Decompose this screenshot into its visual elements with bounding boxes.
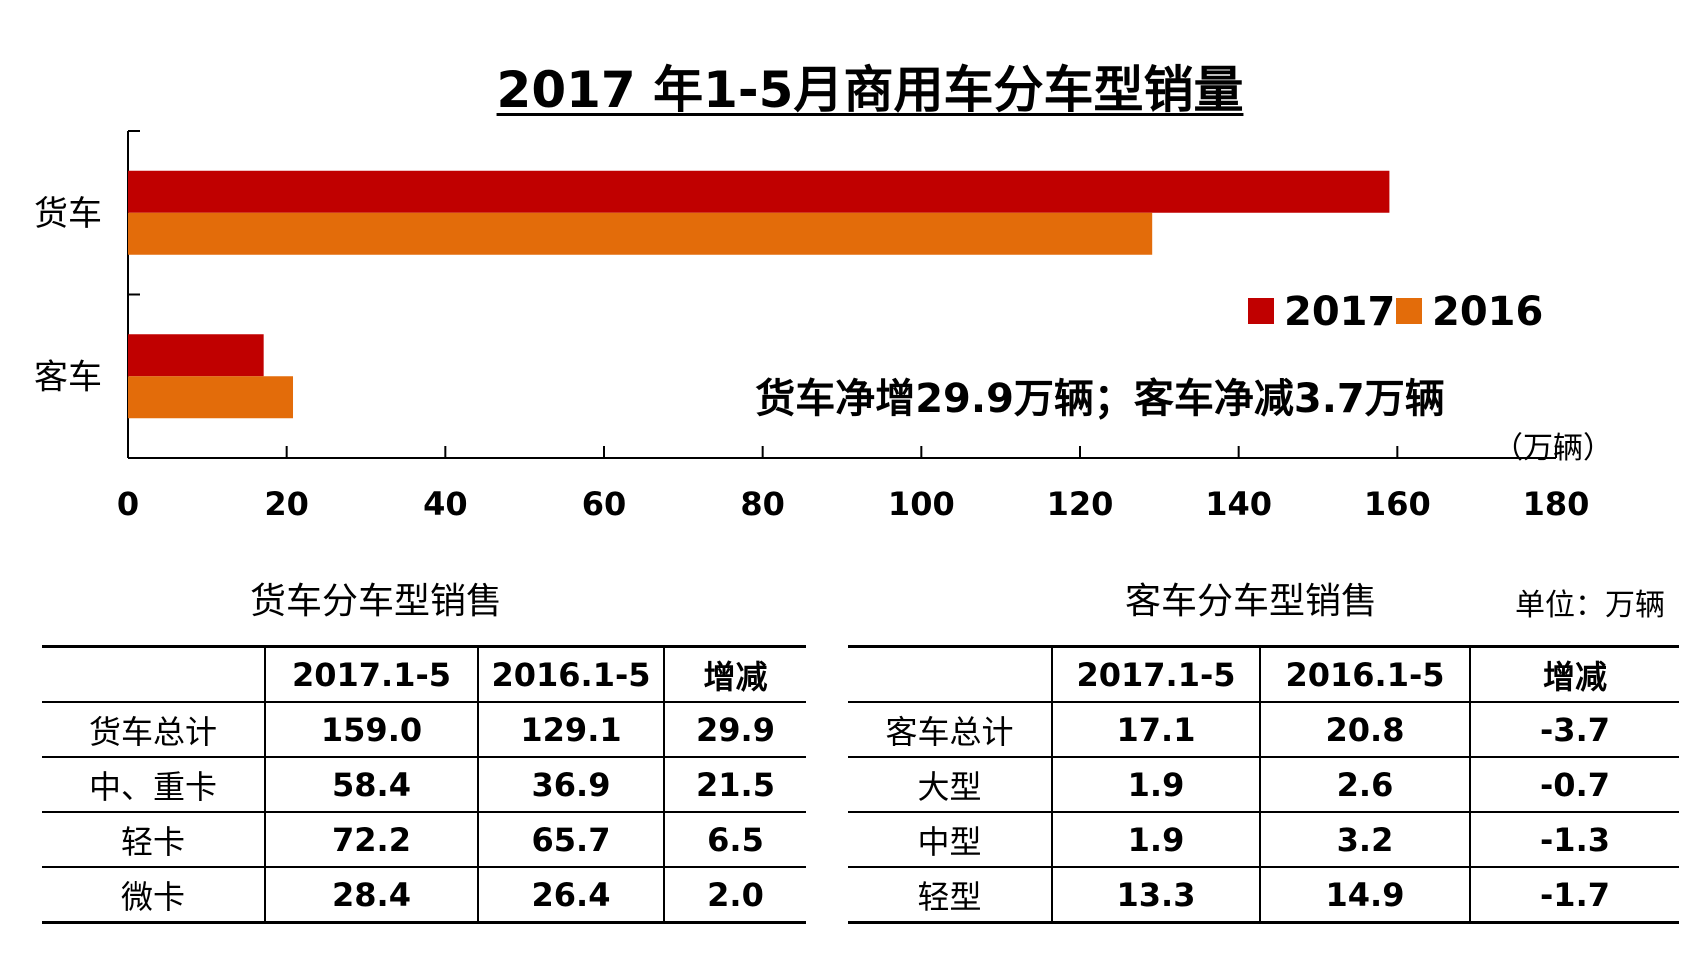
table-row: 中、重卡 58.4 36.9 21.5 — [42, 756, 806, 813]
table-cell: -1.3 — [1469, 811, 1679, 868]
table-cell: 20.8 — [1259, 701, 1470, 758]
legend-swatch-2017 — [1248, 298, 1274, 324]
table-cell: 2.0 — [663, 866, 806, 924]
table-header-row: 2017.1-5 2016.1-5 增减 — [848, 645, 1679, 703]
table-row: 大型 1.9 2.6 -0.7 — [848, 756, 1679, 813]
table-cell: 6.5 — [663, 811, 806, 868]
x-tick-label: 60 — [582, 485, 627, 523]
table-header-cell: 2016.1-5 — [1259, 645, 1470, 703]
table-header-cell: 增减 — [663, 645, 806, 703]
table-row: 中型 1.9 3.2 -1.3 — [848, 811, 1679, 868]
chart-annotation: 货车净增29.9万辆；客车净减3.7万辆 — [755, 376, 1445, 422]
row-label: 中型 — [848, 811, 1052, 868]
table-header-cell: 增减 — [1469, 645, 1679, 703]
x-tick-label: 20 — [264, 485, 309, 523]
truck-table: 2017.1-5 2016.1-5 增减 货车总计 159.0 129.1 29.9 中、重卡… — [42, 645, 806, 924]
x-tick-label: 180 — [1523, 485, 1590, 523]
row-label: 轻型 — [848, 866, 1052, 924]
table-cell: 3.2 — [1259, 811, 1470, 868]
table-cell: -0.7 — [1469, 756, 1679, 813]
bar-2016 — [128, 376, 294, 419]
table-cell: 36.9 — [477, 756, 664, 813]
table-cell: 1.9 — [1051, 811, 1260, 868]
x-axis-unit-label: （万辆） — [1493, 431, 1613, 466]
table-header-cell: 2017.1-5 — [1051, 645, 1260, 703]
table-row: 轻型 13.3 14.9 -1.7 — [848, 866, 1679, 924]
table-header-cell — [848, 645, 1052, 703]
table-row: 客车总计 17.1 20.8 -3.7 — [848, 701, 1679, 758]
table-cell: 65.7 — [477, 811, 664, 868]
row-label: 中、重卡 — [42, 756, 265, 813]
table-row: 微卡 28.4 26.4 2.0 — [42, 866, 806, 924]
bus-table: 2017.1-5 2016.1-5 增减 客车总计 17.1 20.8 -3.7 大型 1.9 2… — [848, 645, 1679, 924]
table-cell: 159.0 — [264, 701, 478, 758]
bar-2016 — [128, 212, 1153, 255]
table-cell: -3.7 — [1469, 701, 1679, 758]
table-cell: 1.9 — [1051, 756, 1260, 813]
table-cell: 2.6 — [1259, 756, 1470, 813]
x-tick-label: 40 — [423, 485, 468, 523]
unit-label: 单位：万辆 — [1515, 588, 1665, 623]
table-cell: 58.4 — [264, 756, 478, 813]
x-tick-label: 100 — [888, 485, 955, 523]
row-label: 客车总计 — [848, 701, 1052, 758]
table-cell: 21.5 — [663, 756, 806, 813]
table-cell: 129.1 — [477, 701, 664, 758]
row-label: 微卡 — [42, 866, 265, 924]
bar-2017 — [128, 170, 1390, 213]
table-cell: 72.2 — [264, 811, 478, 868]
category-label: 客车 — [34, 357, 102, 397]
bar-2017 — [128, 334, 264, 377]
x-tick-label: 140 — [1205, 485, 1272, 523]
bus-table-title: 客车分车型销售 — [1125, 581, 1378, 622]
row-label: 大型 — [848, 756, 1052, 813]
table-header-cell — [42, 645, 265, 703]
chart-title: 2017 年1-5月商用车分车型销量 — [496, 61, 1244, 119]
table-cell: 28.4 — [264, 866, 478, 924]
x-tick-label: 0 — [117, 485, 139, 523]
x-tick-label: 160 — [1364, 485, 1431, 523]
table-header-row: 2017.1-5 2016.1-5 增减 — [42, 645, 806, 703]
table-cell: 29.9 — [663, 701, 806, 758]
row-label: 货车总计 — [42, 701, 265, 758]
truck-table-title: 货车分车型销售 — [250, 581, 503, 622]
table-row: 轻卡 72.2 65.7 6.5 — [42, 811, 806, 868]
table-row: 货车总计 159.0 129.1 29.9 — [42, 701, 806, 758]
x-tick-label: 120 — [1047, 485, 1114, 523]
row-label: 轻卡 — [42, 811, 265, 868]
legend-swatch-2016 — [1396, 298, 1422, 324]
table-header-cell: 2016.1-5 — [477, 645, 664, 703]
table-cell: 17.1 — [1051, 701, 1260, 758]
table-cell: 14.9 — [1259, 866, 1470, 924]
legend-label: 2016 — [1432, 289, 1543, 335]
legend-label: 2017 — [1284, 289, 1395, 335]
category-label: 货车 — [34, 194, 102, 234]
x-tick-label: 80 — [740, 485, 785, 523]
table-cell: 13.3 — [1051, 866, 1260, 924]
table-cell: 26.4 — [477, 866, 664, 924]
table-header-cell: 2017.1-5 — [264, 645, 478, 703]
table-cell: -1.7 — [1469, 866, 1679, 924]
